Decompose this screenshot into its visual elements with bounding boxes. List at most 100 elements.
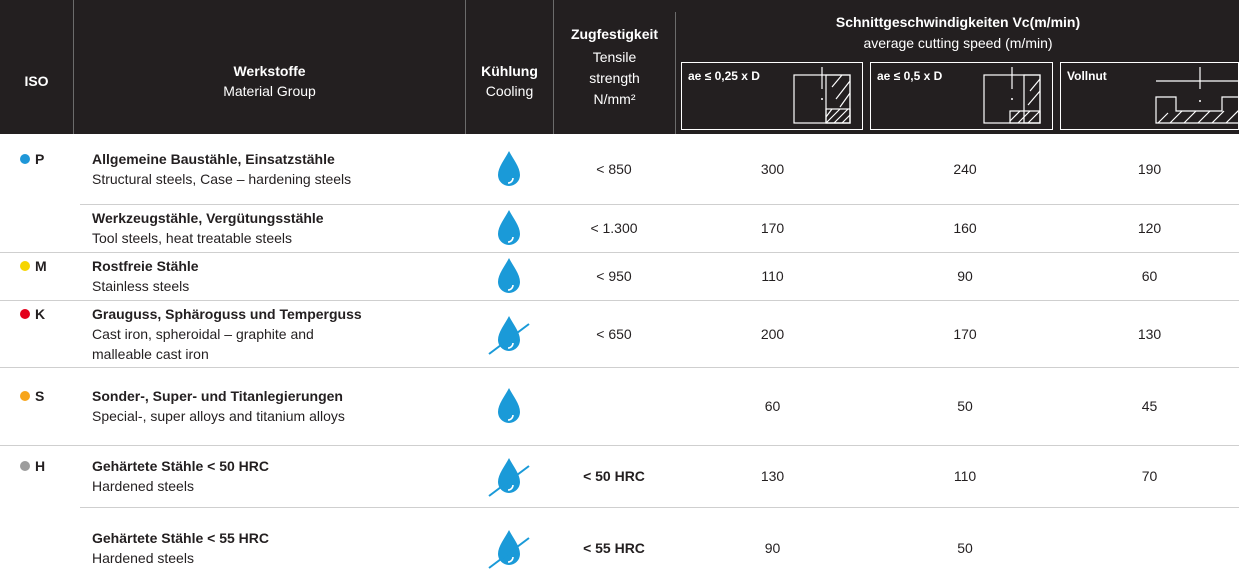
header-text: Zugfestigkeit — [570, 26, 659, 42]
tensile-value: < 650 — [596, 325, 632, 342]
table-row: P Allgemeine Baustähle, Einsatzstähle Stru… — [0, 134, 1239, 204]
material-block: Werkzeugstähle, Vergütungsstähle Tool ste… — [20, 208, 324, 248]
table-row: K Grauguss, Sphäroguss und Temperguss Cast… — [0, 300, 1239, 367]
material-de: Rostfreie Stähle — [92, 258, 199, 274]
speed-value: 60 — [1141, 268, 1158, 284]
material-de: Sonder-, Super- und Titanlegierungen — [92, 388, 343, 404]
coolant-icon — [488, 315, 530, 355]
header-text: ae ≤ 0,25 x D — [688, 69, 760, 83]
material-en: Cast iron, spheroidal – graphite and mal… — [92, 325, 314, 362]
material-en: Special-, super alloys and titanium allo… — [92, 408, 345, 424]
speed-value: 200 — [760, 325, 785, 342]
table-row: Gehärtete Stähle < 55 HRC Hardened steels… — [0, 507, 1239, 588]
speed-value: 50 — [957, 539, 973, 556]
header-text: ae ≤ 0,5 x D — [877, 69, 943, 83]
drop-highlight — [507, 414, 514, 421]
row-separator — [0, 300, 1239, 301]
speed-value: 45 — [1141, 398, 1158, 414]
speed-value: 170 — [953, 325, 977, 342]
sub-header: Vollnut — [1060, 62, 1239, 130]
header-text: Material Group — [223, 83, 316, 99]
header-text: Tensile strength — [589, 49, 640, 86]
drop — [498, 151, 520, 186]
cut-diagram — [1155, 67, 1239, 124]
header-text: Werkstoffe — [233, 63, 306, 79]
cooling-cell — [465, 507, 553, 588]
drop-highlight — [507, 484, 514, 491]
drop — [498, 210, 520, 245]
material-de: Gehärtete Stähle < 55 HRC — [92, 529, 270, 546]
coolant-icon — [498, 151, 520, 186]
iso-label: M — [20, 256, 47, 276]
table-row: M Rostfreie Stähle Stainless steels < 950 11… — [0, 252, 1239, 300]
drop-highlight — [507, 284, 514, 291]
material-block: P Allgemeine Baustähle, Einsatzstähle Stru… — [20, 149, 351, 189]
speed-value: 50 — [957, 398, 973, 414]
iso-dot — [20, 154, 30, 164]
coolant-icon — [498, 258, 520, 293]
cooling-cell — [465, 367, 553, 445]
drop-highlight — [507, 236, 514, 243]
speed-value: 60 — [764, 398, 781, 414]
header-tensile: Zugfestigkeit Tensile strength N/mm² — [553, 0, 675, 134]
table-row: S Sonder-, Super- und Titanlegierungen Spe… — [0, 367, 1239, 445]
speed-value: 170 — [760, 220, 785, 236]
speed-value: 300 — [760, 161, 785, 177]
material-block: H Gehärtete Stähle < 50 HRC Hardened steel… — [20, 456, 269, 496]
drop — [498, 258, 520, 293]
header-text: Schnittgeschwindigkeiten Vc(m/min) — [835, 14, 1081, 30]
iso-dot — [20, 261, 30, 271]
iso-label: P — [20, 149, 44, 169]
tensile-value: < 50 HRC — [583, 468, 645, 484]
speed-value: 70 — [1141, 468, 1158, 484]
speed-value: 130 — [760, 468, 785, 484]
iso-label: H — [20, 456, 45, 476]
drop — [498, 388, 520, 423]
iso-letter: K — [35, 305, 46, 322]
row-separator — [0, 367, 1239, 368]
iso-dot — [20, 461, 30, 471]
coolant-icon — [488, 529, 530, 569]
speed-value: 110 — [761, 268, 784, 284]
drop-highlight — [507, 556, 514, 563]
material-block: K Grauguss, Sphäroguss und Temperguss Cast… — [20, 304, 377, 364]
material-cell: K Grauguss, Sphäroguss und Temperguss Cast… — [20, 300, 465, 367]
material-block: Gehärtete Stähle < 55 HRC Hardened steels — [20, 528, 269, 568]
material-cell: M Rostfreie Stähle Stainless steels — [20, 252, 465, 300]
iso-letter: M — [35, 258, 47, 274]
speed-value: 160 — [953, 220, 977, 236]
header-material: Werkstoffe Material Group — [73, 0, 465, 134]
tensile-value: < 850 — [596, 161, 632, 177]
cooling-cell — [465, 445, 553, 507]
speed-value: 110 — [953, 468, 977, 484]
row-separator — [80, 507, 1239, 508]
cooling-cell — [465, 204, 553, 252]
material-cell: H Gehärtete Stähle < 50 HRC Hardened steel… — [20, 445, 465, 507]
header-text: ISO — [24, 73, 49, 89]
iso-dot — [20, 308, 30, 319]
table-row: Werkzeugstähle, Vergütungsstähle Tool ste… — [0, 204, 1239, 252]
header-text: Cooling — [485, 83, 534, 99]
material-en: Tool steels, heat treatable steels — [92, 230, 293, 246]
material-de: Werkzeugstähle, Vergütungsstähle — [92, 210, 324, 226]
iso-letter: P — [35, 151, 45, 167]
cooling-cell — [465, 252, 553, 300]
tensile-value: < 55 HRC — [583, 539, 645, 556]
material-en: Hardened steels — [92, 478, 194, 494]
coolant-icon — [488, 458, 530, 497]
iso-dot — [20, 391, 30, 401]
header-speed: Schnittgeschwindigkeiten Vc(m/min) avera… — [675, 12, 1239, 134]
material-cell: Gehärtete Stähle < 55 HRC Hardened steels — [20, 507, 465, 588]
material-en: Hardened steels — [92, 549, 194, 566]
header-text: N/mm² — [593, 91, 636, 107]
speed-value: 90 — [957, 268, 973, 284]
material-en: Structural steels, Case – hardening stee… — [92, 171, 352, 187]
table-header: ISO Werkstoffe Material Group Kühlung Co… — [0, 0, 1239, 134]
cross-line — [488, 465, 530, 497]
material-de: Gehärtete Stähle < 50 HRC — [92, 458, 270, 474]
tensile-value: < 950 — [596, 268, 632, 284]
row-separator — [0, 252, 1239, 253]
speed-value: 90 — [764, 539, 781, 556]
row-separator — [80, 204, 1239, 205]
coolant-icon — [498, 388, 520, 423]
